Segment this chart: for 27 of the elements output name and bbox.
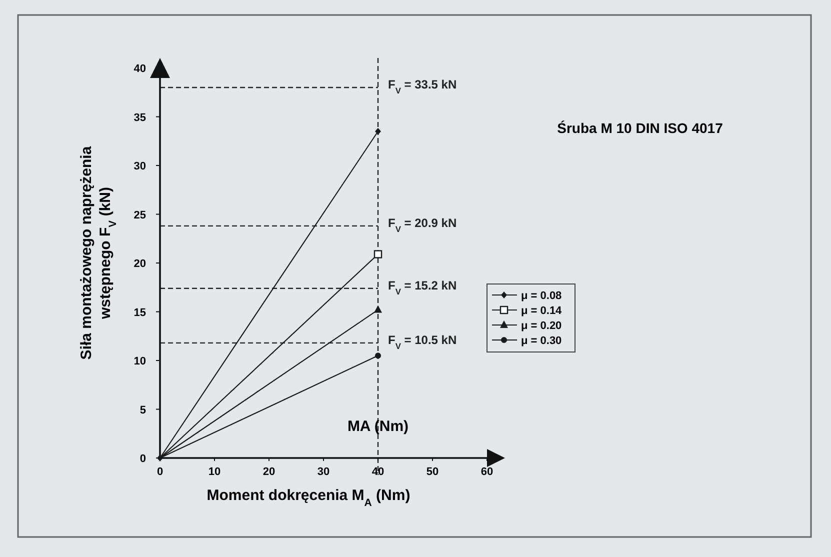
y-tick-label: 35	[134, 112, 146, 124]
y-tick-label: 10	[134, 356, 146, 368]
annotation: F$_{V}$ = 15.2 kN	[388, 278, 457, 296]
y-tick-label: 30	[134, 160, 146, 172]
text: Śruba M 10 DIN ISO 4017	[557, 120, 724, 136]
y-tick-label: 15	[134, 306, 146, 319]
x-tick-label: 10	[208, 466, 221, 478]
y-tick-label: 5	[140, 404, 146, 416]
x-tick-label: 0	[156, 466, 164, 478]
x-axis-title: Moment dokręcenia M$_{A}$ (Nm)	[206, 487, 410, 509]
x-tick-label: 40	[372, 466, 384, 478]
annotation: MA (Nm)	[347, 418, 409, 435]
x-tick-label: 20	[262, 466, 276, 478]
legend-label: μ = 0.30	[521, 335, 562, 347]
y-tick-label: 40	[134, 63, 146, 75]
legend-label: μ = 0.08	[521, 290, 562, 302]
y-tick-label: 20	[134, 258, 146, 270]
y-tick-label: 25	[134, 209, 146, 222]
annotation: F$_{V}$ = 20.9 kN	[388, 216, 457, 234]
legend-label: μ = 0.14	[521, 305, 563, 317]
annotation: F$_{V}$ = 33.5 kN	[388, 78, 457, 96]
annotation: F$_{V}$ = 10.5 kN	[388, 332, 457, 351]
x-tick-label: 60	[480, 466, 494, 478]
legend-label: μ = 0.20	[521, 320, 562, 332]
y-tick-label: 0	[140, 453, 146, 465]
x-tick-label: 30	[317, 466, 330, 478]
x-tick-label: 50	[426, 466, 439, 478]
